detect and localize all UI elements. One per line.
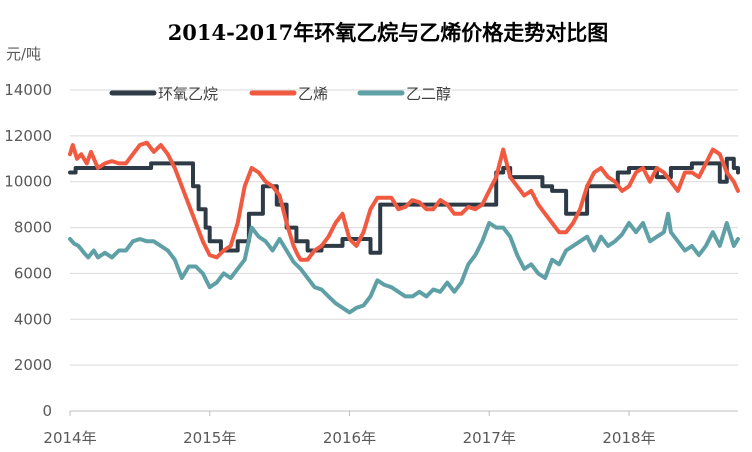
y-tick-label: 14000 xyxy=(4,81,52,99)
legend-item-ethylene-glycol: 乙二醇 xyxy=(357,85,451,103)
y-tick-label: 12000 xyxy=(4,127,52,145)
x-tick-label: 2015年 xyxy=(183,429,236,447)
legend-item-ethylene: 乙烯 xyxy=(249,85,328,103)
x-tick-label: 2014年 xyxy=(43,429,96,447)
series-line-ethylene-glycol xyxy=(68,211,740,315)
x-tick-label: 2016年 xyxy=(323,429,376,447)
series-line-ethylene xyxy=(68,140,740,262)
legend-item-epoxyethane: 环氧乙烷 xyxy=(109,85,218,103)
x-tick-label: 2018年 xyxy=(602,429,655,447)
legend-label-epoxyethane: 环氧乙烷 xyxy=(158,85,218,103)
y-tick-label: 4000 xyxy=(14,310,52,328)
legend: 环氧乙烷 乙烯 乙二醇 xyxy=(109,85,451,103)
y-tick-label: 2000 xyxy=(14,356,52,374)
x-tick-labels: 2014年 2015年 2016年 2017年 2018年 xyxy=(43,429,655,447)
x-tick-label: 2017年 xyxy=(463,429,516,447)
x-axis xyxy=(69,410,738,416)
legend-label-ethylene: 乙烯 xyxy=(298,85,328,103)
series-lines xyxy=(68,140,740,315)
y-tick-labels: 0 2000 4000 6000 8000 10000 12000 14000 xyxy=(4,81,52,420)
y-tick-label: 8000 xyxy=(14,219,52,237)
y-tick-label: 0 xyxy=(42,402,52,420)
chart-title: 2014-2017年环氧乙烷与乙烯价格走势对比图 xyxy=(168,20,609,45)
y-tick-label: 6000 xyxy=(14,264,52,282)
y-tick-label: 10000 xyxy=(4,173,52,191)
legend-label-ethylene-glycol: 乙二醇 xyxy=(406,85,451,103)
y-axis-label: 元/吨 xyxy=(6,45,41,63)
